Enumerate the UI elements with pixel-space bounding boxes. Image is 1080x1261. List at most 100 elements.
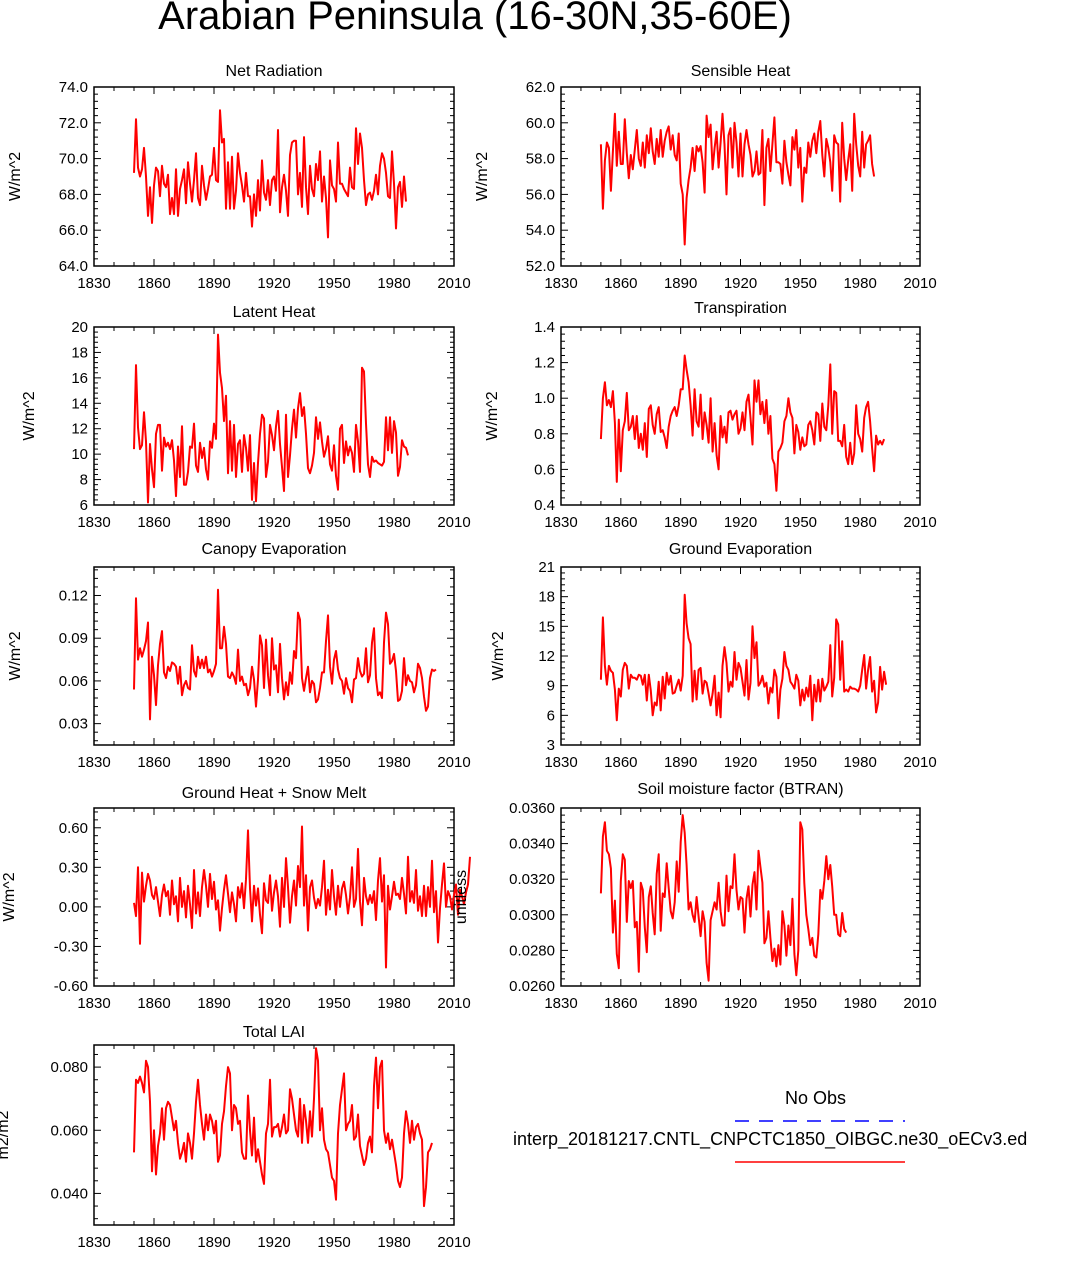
panel-title: Sensible Heat <box>691 63 791 80</box>
legend-case-label: interp_20181217.CNTL_CNPCTC1850_OIBGC.ne… <box>513 1129 1028 1149</box>
y-tick-label: -0.60 <box>54 978 88 995</box>
y-tick-label: 0.09 <box>59 630 88 647</box>
y-tick-label: 60.0 <box>526 115 555 132</box>
y-axis-label: W/m^2 <box>21 391 38 440</box>
x-tick-label: 1980 <box>843 275 876 292</box>
y-tick-label: 10 <box>71 446 88 463</box>
y-axis-label: W/m^2 <box>474 152 491 201</box>
x-tick-label: 1860 <box>137 275 170 292</box>
x-tick-label: 1830 <box>77 1234 110 1251</box>
panel-3: Latent Heat W/m^2 1830 1860 1890 1920 1950 1980… <box>21 304 471 531</box>
series-line <box>599 112 876 246</box>
x-tick-label: 1950 <box>784 275 817 292</box>
y-tick-label: 58.0 <box>526 151 555 168</box>
x-tick-label: 2010 <box>437 275 470 292</box>
y-axis-label: m2/m2 <box>0 1110 12 1159</box>
panel-6: Ground Evaporation W/m^2 1830 1860 1890 1920 1… <box>490 541 937 771</box>
x-tick-label: 1950 <box>317 754 350 771</box>
x-tick-label: 1860 <box>137 754 170 771</box>
y-tick-label: 66.0 <box>59 222 88 239</box>
panel-title: Ground Evaporation <box>669 541 812 558</box>
y-tick-label: 0.30 <box>59 859 88 876</box>
series-line <box>599 814 848 982</box>
y-tick-label: 0.12 <box>59 587 88 604</box>
y-tick-label: 0.0260 <box>509 978 555 995</box>
x-tick-label: 2010 <box>437 1234 470 1251</box>
panel-title: Latent Heat <box>233 304 316 321</box>
y-tick-label: 20 <box>71 319 88 336</box>
y-tick-label: 0.00 <box>59 899 88 916</box>
x-tick-label: 1860 <box>604 754 637 771</box>
y-tick-label: 68.0 <box>59 186 88 203</box>
y-tick-label: 56.0 <box>526 186 555 203</box>
x-tick-label: 1890 <box>197 1234 230 1251</box>
y-axis-label: W/m^2 <box>7 152 24 201</box>
series-line <box>133 1047 433 1208</box>
x-tick-label: 1920 <box>724 275 757 292</box>
y-tick-label: 18 <box>71 344 88 361</box>
panel-8: Soil moisture factor (BTRAN) unitless 1830… <box>453 781 937 1012</box>
y-tick-label: 8 <box>80 472 88 489</box>
y-axis-label: W/m^2 <box>1 872 18 921</box>
x-tick-label: 1890 <box>197 275 230 292</box>
x-tick-label: 1920 <box>257 1234 290 1251</box>
x-tick-label: 1980 <box>377 754 410 771</box>
x-tick-label: 1890 <box>664 995 697 1012</box>
x-tick-label: 2010 <box>903 754 936 771</box>
x-tick-label: 1830 <box>544 514 577 531</box>
y-tick-label: 3 <box>547 737 555 754</box>
series-line <box>599 354 886 492</box>
panel-title: Transpiration <box>694 300 787 317</box>
y-tick-label: 62.0 <box>526 79 555 96</box>
y-tick-label: 54.0 <box>526 222 555 239</box>
x-tick-label: 1950 <box>317 275 350 292</box>
x-tick-label: 1920 <box>257 995 290 1012</box>
x-tick-label: 1950 <box>317 1234 350 1251</box>
x-tick-label: 1830 <box>77 995 110 1012</box>
y-axis-label: unitless <box>453 870 470 924</box>
y-tick-label: 74.0 <box>59 79 88 96</box>
x-tick-label: 1860 <box>137 1234 170 1251</box>
x-tick-label: 1890 <box>197 754 230 771</box>
x-tick-label: 1950 <box>784 514 817 531</box>
x-tick-label: 1920 <box>257 514 290 531</box>
x-tick-label: 1980 <box>843 754 876 771</box>
x-tick-label: 1890 <box>197 995 230 1012</box>
panel-4: Transpiration W/m^2 1830 1860 1890 1920 1950 19… <box>484 300 937 531</box>
y-tick-label: 18 <box>538 589 555 606</box>
y-axis-label: W/m^2 <box>484 391 501 440</box>
y-tick-label: 0.0360 <box>509 800 555 817</box>
panel-title: Soil moisture factor (BTRAN) <box>637 781 843 798</box>
x-tick-label: 2010 <box>903 514 936 531</box>
x-tick-label: 1950 <box>784 754 817 771</box>
y-tick-label: 9 <box>547 678 555 695</box>
x-tick-label: 1890 <box>664 754 697 771</box>
x-tick-label: 1920 <box>257 754 290 771</box>
y-tick-label: 0.4 <box>534 497 555 514</box>
x-tick-label: 2010 <box>437 514 470 531</box>
y-tick-label: 12 <box>538 648 555 665</box>
x-tick-label: 1830 <box>544 754 577 771</box>
x-tick-label: 1830 <box>544 995 577 1012</box>
panel-title: Total LAI <box>243 1024 305 1041</box>
series-line <box>599 593 888 722</box>
x-tick-label: 1830 <box>77 275 110 292</box>
y-tick-label: 64.0 <box>59 258 88 275</box>
panel-2: Sensible Heat W/m^2 1830 1860 1890 1920 1950 19… <box>474 63 937 292</box>
x-tick-label: 1830 <box>77 754 110 771</box>
panel-title: Canopy Evaporation <box>202 541 347 558</box>
y-tick-label: 12 <box>71 421 88 438</box>
y-tick-label: 70.0 <box>59 151 88 168</box>
y-tick-label: 0.040 <box>50 1185 88 1202</box>
y-tick-label: 0.0320 <box>509 871 555 888</box>
x-tick-label: 1920 <box>724 995 757 1012</box>
x-tick-label: 1950 <box>317 514 350 531</box>
y-tick-label: 0.0340 <box>509 836 555 853</box>
panel-9: Total LAI m2/m2 1830 1860 1890 1920 1950 1980 20… <box>0 1024 471 1251</box>
x-tick-label: 1860 <box>604 995 637 1012</box>
x-tick-label: 1980 <box>377 275 410 292</box>
y-tick-label: 0.03 <box>59 716 88 733</box>
panel-5: Canopy Evaporation W/m^2 1830 1860 1890 1920 1… <box>7 541 471 771</box>
y-tick-label: 0.06 <box>59 673 88 690</box>
series-line <box>133 825 471 969</box>
